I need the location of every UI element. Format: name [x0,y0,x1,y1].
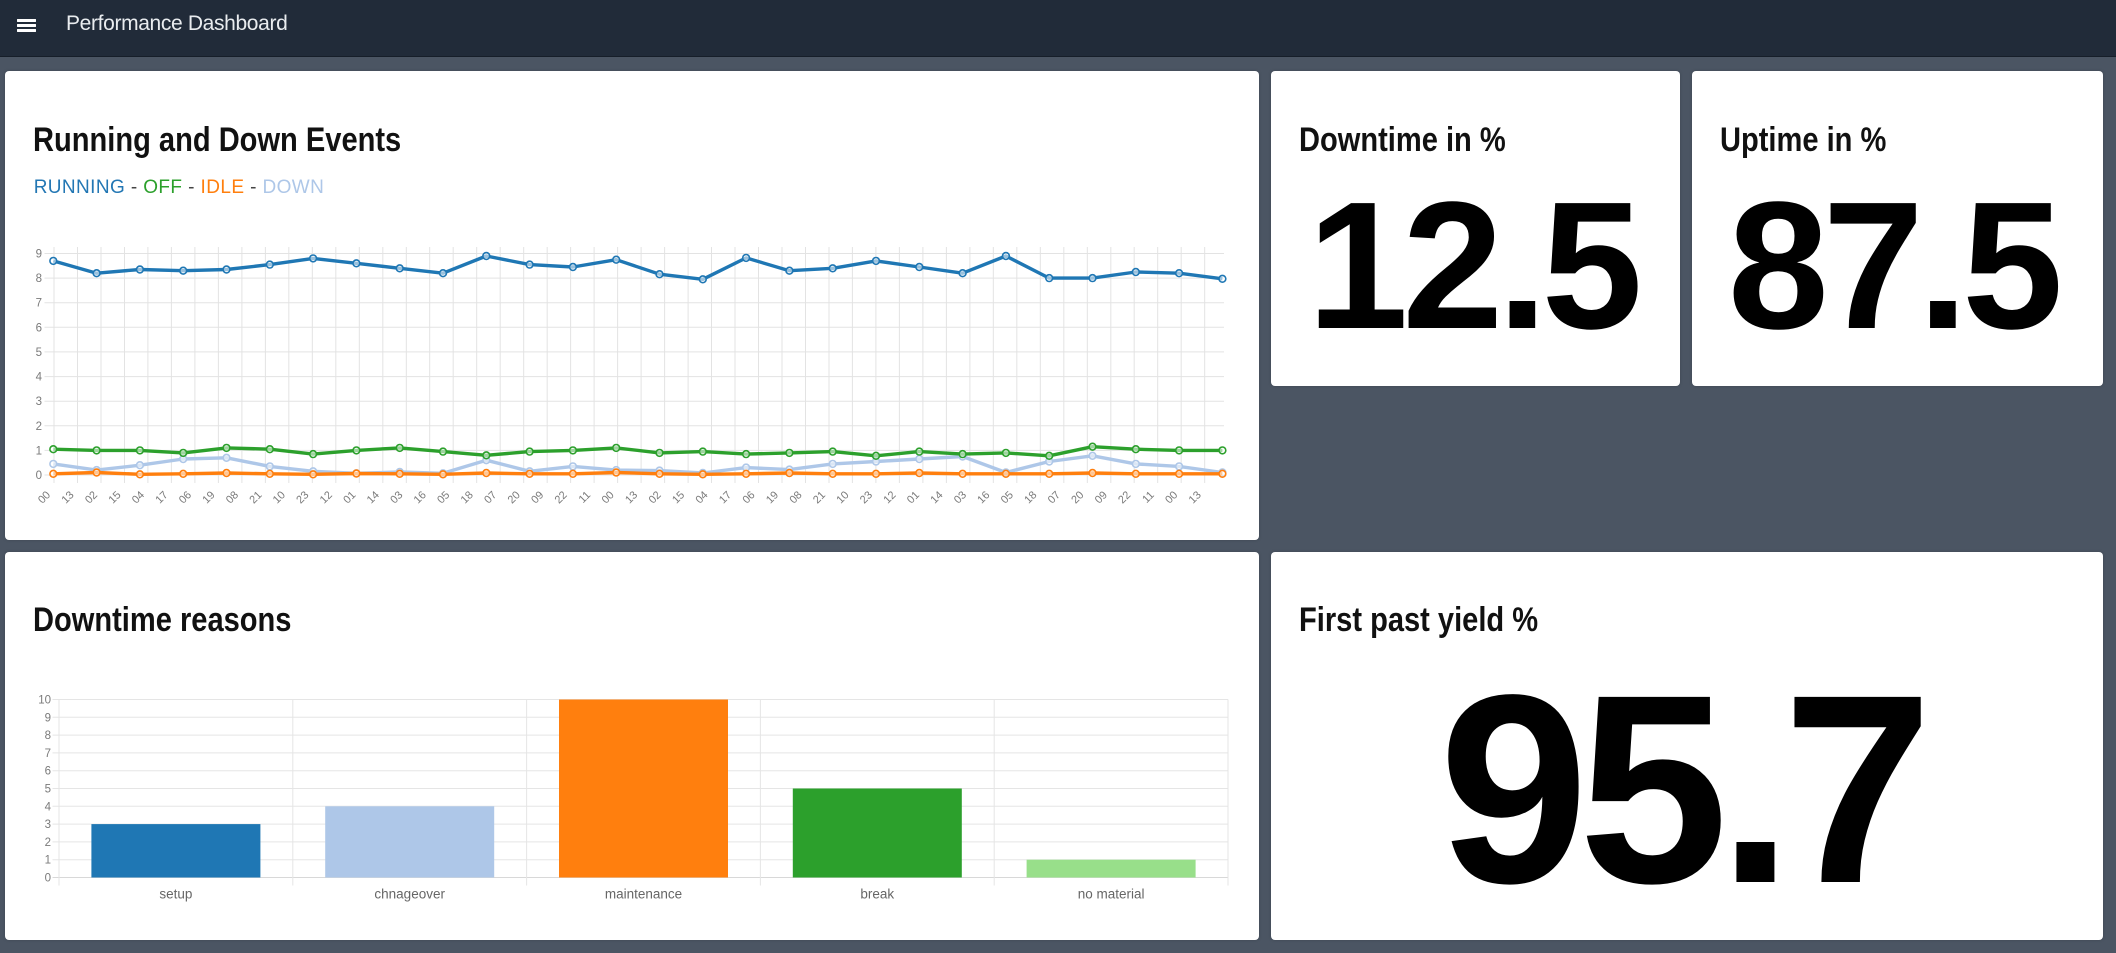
svg-text:20: 20 [506,489,523,506]
svg-text:22: 22 [553,489,570,506]
svg-text:10: 10 [271,489,288,506]
svg-text:00: 00 [1163,489,1180,506]
svg-text:00: 00 [600,489,617,506]
svg-text:19: 19 [200,489,217,506]
svg-text:6: 6 [36,322,42,334]
svg-text:5: 5 [45,783,51,795]
svg-text:02: 02 [647,489,664,506]
svg-text:chnageover: chnageover [374,886,445,901]
svg-text:00: 00 [36,489,53,506]
svg-text:10: 10 [38,694,51,706]
svg-text:8: 8 [45,730,51,742]
svg-text:04: 04 [693,489,710,506]
svg-text:3: 3 [45,819,51,831]
svg-text:23: 23 [294,489,311,506]
svg-text:13: 13 [59,489,76,506]
svg-text:04: 04 [130,489,147,506]
svg-text:01: 01 [905,489,922,506]
svg-text:21: 21 [811,489,828,506]
svg-text:18: 18 [1022,489,1039,506]
svg-text:10: 10 [834,489,851,506]
svg-text:3: 3 [36,396,42,408]
svg-text:maintenance: maintenance [605,886,682,901]
svg-text:06: 06 [740,489,757,506]
svg-text:02: 02 [83,489,100,506]
svg-text:16: 16 [412,489,429,506]
svg-text:23: 23 [858,489,875,506]
svg-text:19: 19 [764,489,781,506]
svg-text:9: 9 [45,712,51,724]
svg-text:17: 17 [153,489,170,506]
svg-text:13: 13 [1187,489,1204,506]
svg-text:13: 13 [623,489,640,506]
svg-text:17: 17 [717,489,734,506]
svg-text:5: 5 [36,347,42,359]
svg-text:setup: setup [159,886,192,901]
svg-text:03: 03 [388,489,405,506]
svg-text:1: 1 [36,445,42,457]
svg-text:08: 08 [787,489,804,506]
svg-text:06: 06 [177,489,194,506]
svg-text:15: 15 [670,489,687,506]
svg-text:2: 2 [36,421,42,433]
svg-text:09: 09 [529,489,546,506]
svg-text:0: 0 [36,470,42,482]
svg-text:12: 12 [881,489,898,506]
svg-text:4: 4 [36,372,43,384]
svg-text:18: 18 [459,489,476,506]
svg-text:7: 7 [36,298,42,310]
svg-text:break: break [860,886,894,901]
svg-text:9: 9 [36,249,42,261]
svg-text:14: 14 [365,489,382,506]
svg-text:11: 11 [1140,489,1157,506]
svg-text:05: 05 [435,489,452,506]
svg-text:21: 21 [247,489,264,506]
svg-text:03: 03 [952,489,969,506]
svg-text:07: 07 [482,489,499,506]
svg-text:09: 09 [1093,489,1110,506]
svg-text:11: 11 [577,489,594,506]
svg-text:16: 16 [975,489,992,506]
svg-text:no material: no material [1078,886,1145,901]
svg-text:12: 12 [318,489,335,506]
svg-text:07: 07 [1046,489,1063,506]
svg-text:22: 22 [1116,489,1133,506]
svg-text:14: 14 [928,489,945,506]
svg-text:7: 7 [45,747,51,759]
svg-text:8: 8 [36,273,42,285]
svg-text:01: 01 [341,489,358,506]
svg-text:0: 0 [45,872,51,884]
svg-text:15: 15 [106,489,123,506]
svg-text:05: 05 [999,489,1016,506]
svg-text:1: 1 [45,854,51,866]
svg-text:6: 6 [45,765,51,777]
svg-text:20: 20 [1069,489,1086,506]
svg-text:2: 2 [45,836,51,848]
svg-text:08: 08 [224,489,241,506]
svg-text:4: 4 [45,801,52,813]
